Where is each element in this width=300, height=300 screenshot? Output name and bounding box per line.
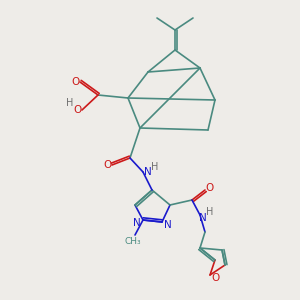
Text: N: N bbox=[144, 167, 152, 177]
Text: O: O bbox=[74, 105, 82, 115]
Text: N: N bbox=[199, 213, 207, 223]
Text: O: O bbox=[71, 77, 79, 87]
Text: N: N bbox=[164, 220, 172, 230]
Text: N: N bbox=[133, 218, 141, 228]
Text: O: O bbox=[103, 160, 111, 170]
Text: CH₃: CH₃ bbox=[125, 238, 141, 247]
Text: O: O bbox=[211, 273, 219, 283]
Text: H: H bbox=[151, 162, 159, 172]
Text: O: O bbox=[206, 183, 214, 193]
Text: H: H bbox=[66, 98, 74, 108]
Text: H: H bbox=[206, 207, 214, 217]
